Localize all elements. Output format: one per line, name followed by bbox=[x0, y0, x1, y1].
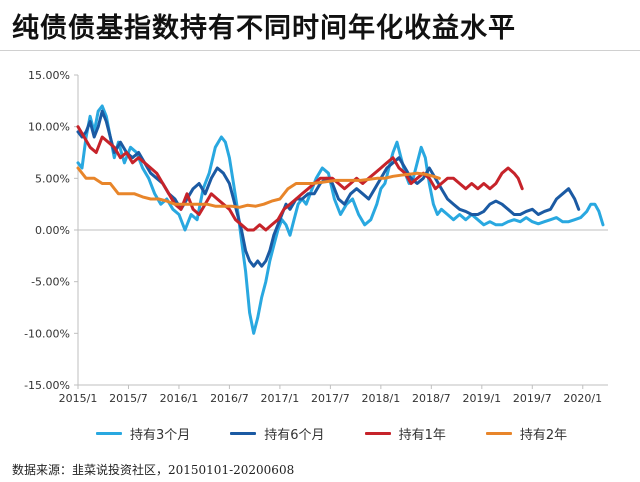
legend-label-6m: 持有6个月 bbox=[264, 428, 325, 443]
y-tick-label: 0.00% bbox=[35, 224, 70, 237]
data-source-note: 数据来源：韭菜说投资社区，20150101-20200608 bbox=[12, 463, 295, 477]
legend-swatch-1y bbox=[364, 432, 391, 435]
series-line-1y bbox=[76, 125, 524, 232]
y-tick-label: 5.00% bbox=[35, 172, 70, 185]
x-tick-label: 2019/7 bbox=[513, 392, 552, 405]
legend-item-6m: 持有6个月 bbox=[230, 424, 325, 443]
series-lines bbox=[76, 104, 605, 335]
legend-swatch-3m bbox=[96, 432, 122, 435]
x-tick-label: 2016/1 bbox=[160, 392, 199, 405]
y-tick-label: -10.00% bbox=[24, 327, 70, 340]
title-divider bbox=[0, 50, 640, 51]
legend: 持有3个月 持有6个月 持有1年 持有2年 bbox=[96, 424, 567, 443]
x-tick-label: 2018/7 bbox=[412, 392, 451, 405]
series-line-2y bbox=[76, 166, 441, 209]
y-tick-label: 15.00% bbox=[28, 69, 70, 82]
legend-item-2y: 持有2年 bbox=[485, 424, 568, 443]
legend-item-3m: 持有3个月 bbox=[96, 424, 190, 443]
x-tick-label: 2018/1 bbox=[362, 392, 401, 405]
x-tick-label: 2020/1 bbox=[563, 392, 602, 405]
legend-swatch-6m bbox=[230, 432, 257, 435]
x-tick-label: 2015/7 bbox=[109, 392, 148, 405]
legend-label-1y: 持有1年 bbox=[398, 428, 446, 443]
x-tick-label: 2019/1 bbox=[462, 392, 501, 405]
axes: 15.00% 10.00% 5.00% 0.00% -5.00% -10.00% -15.0… bbox=[24, 69, 608, 405]
x-tick-label: 2015/1 bbox=[59, 392, 98, 405]
y-tick-label: -5.00% bbox=[31, 276, 70, 289]
series-line-6m bbox=[76, 109, 581, 268]
y-tick-label: 10.00% bbox=[28, 121, 70, 134]
legend-swatch-2y bbox=[485, 432, 512, 435]
chart-title: 纯债债基指数持有不同时间年化收益水平 bbox=[12, 13, 516, 44]
y-tick-label: -15.00% bbox=[24, 379, 70, 392]
x-tick-label: 2016/7 bbox=[210, 392, 249, 405]
legend-label-3m: 持有3个月 bbox=[130, 428, 191, 443]
series-line-3m bbox=[76, 104, 605, 335]
x-tick-label: 2017/1 bbox=[261, 392, 300, 405]
legend-item-1y: 持有1年 bbox=[364, 424, 446, 443]
x-tick-label: 2017/7 bbox=[311, 392, 350, 405]
legend-label-2y: 持有2年 bbox=[519, 428, 568, 443]
line-chart: 15.00% 10.00% 5.00% 0.00% -5.00% -10.00% -15.0… bbox=[24, 69, 608, 405]
